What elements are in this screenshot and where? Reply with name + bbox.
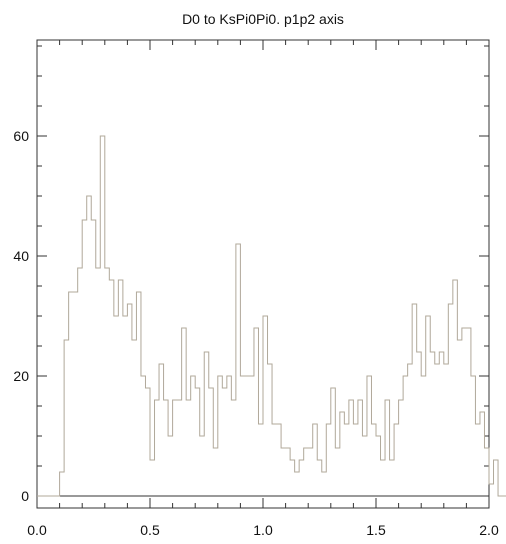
y-tick-label: 20 [13,368,29,384]
x-tick-label: 0.0 [27,522,47,538]
x-tick-label: 2.0 [479,522,499,538]
plot-frame [36,39,490,509]
histogram-series [37,135,506,497]
axes: 0.0 0.5 1.0 1.5 2.0 0 20 40 60 [13,40,499,538]
y-tick-label: 0 [21,488,29,504]
x-tick-label: 1.5 [366,522,386,538]
y-tick-label: 40 [13,248,29,264]
x-tick-label: 0.5 [140,522,160,538]
y-tick-label: 60 [13,128,29,144]
chart-title: D0 to KsPi0Pi0. p1p2 axis [182,11,344,27]
x-tick-label: 1.0 [253,522,273,538]
